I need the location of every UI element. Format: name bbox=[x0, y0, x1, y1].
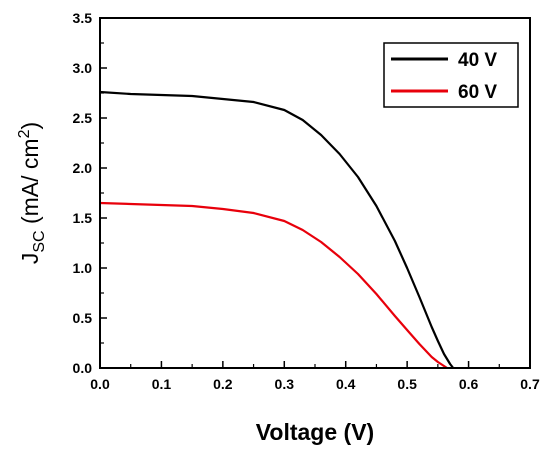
y-tick-label: 2.0 bbox=[73, 160, 93, 176]
x-tick-label: 0.6 bbox=[459, 376, 479, 392]
legend: 40 V 60 V bbox=[383, 42, 519, 108]
x-axis-title: Voltage (V) bbox=[256, 419, 374, 445]
x-tick-label: 0.1 bbox=[152, 376, 172, 392]
legend-label-60v: 60 V bbox=[458, 82, 497, 103]
y-tick-label: 0.0 bbox=[73, 360, 93, 376]
y-tick-label: 2.5 bbox=[73, 110, 93, 126]
y-axis-title: JSC (mA/ cm2) bbox=[16, 122, 48, 264]
legend-label-40v: 40 V bbox=[458, 50, 497, 71]
series-line-60v bbox=[99, 201, 448, 369]
y-tick-label: 1.0 bbox=[73, 260, 93, 276]
y-tick-label: 1.5 bbox=[73, 210, 93, 226]
y-axis: 0.0 0.5 1.0 1.5 2.0 2.5 3.0 3.5 bbox=[73, 10, 107, 376]
y-tick-label: 0.5 bbox=[73, 310, 93, 326]
x-tick-label: 0.0 bbox=[90, 376, 110, 392]
series-line-40v bbox=[99, 90, 455, 369]
x-tick-label: 0.7 bbox=[520, 376, 540, 392]
plot-curves bbox=[99, 90, 455, 369]
y-tick-label: 3.5 bbox=[73, 10, 93, 26]
y-tick-label: 3.0 bbox=[73, 60, 93, 76]
x-tick-label: 0.4 bbox=[336, 376, 356, 392]
x-tick-label: 0.3 bbox=[275, 376, 295, 392]
x-axis: 0.0 0.1 0.2 0.3 0.4 0.5 0.6 0.7 bbox=[90, 361, 540, 392]
legend-box bbox=[383, 42, 519, 108]
x-tick-label: 0.5 bbox=[397, 376, 417, 392]
x-tick-label: 0.2 bbox=[213, 376, 233, 392]
